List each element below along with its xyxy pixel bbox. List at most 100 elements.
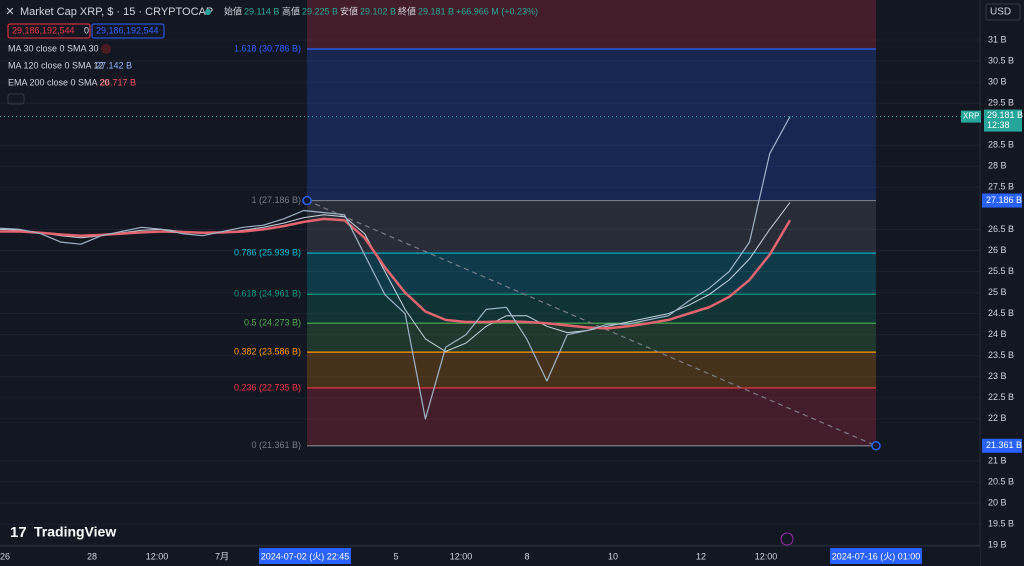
fib-label: 0.5 (24.273 B) — [244, 318, 301, 328]
symbol-badge — [961, 110, 981, 123]
ohlc-value: 29.181 B — [418, 6, 454, 16]
status-dot — [205, 9, 211, 15]
fib-label: 0.786 (25.939 B) — [234, 247, 301, 257]
x-tick-label: 5 — [393, 551, 398, 561]
indicator-value: 27.142 B — [96, 60, 132, 70]
y-tick-label: 30.5 B — [988, 55, 1014, 65]
y-tick-label: 21 B — [988, 455, 1007, 465]
fib-zone — [307, 294, 876, 324]
x-tick-label: 12:00 — [450, 551, 473, 561]
ohlc-value: 29.225 B — [302, 6, 338, 16]
x-tick-label: 8 — [524, 551, 529, 561]
brand-name: TradingView — [34, 524, 116, 540]
fib-zone — [307, 0, 876, 50]
y-tick-label: 20.5 B — [988, 476, 1014, 486]
fib-label: 0.382 (23.586 B) — [234, 346, 301, 356]
brand-logo: 17 — [10, 524, 27, 541]
buy-box[interactable] — [91, 23, 165, 39]
close-icon[interactable]: ✕ — [5, 6, 14, 18]
fib-zone — [307, 253, 876, 295]
currency-button[interactable] — [985, 3, 1021, 21]
y-tick-label: 27.5 B — [988, 182, 1014, 192]
price-line — [0, 116, 791, 420]
last-price-badge — [984, 109, 1022, 132]
x-tick-label: 2024-07-02 (火) 22:45 — [261, 551, 350, 561]
y-tick-label: 26 B — [988, 245, 1007, 255]
change: +66.966 M (+0.23%) — [456, 6, 538, 16]
indicator-label: EMA 200 close 0 SMA 20 — [8, 77, 110, 87]
x-tick-label: 7月 — [215, 551, 229, 561]
ema-line — [0, 217, 792, 330]
symbol-title: Market Cap XRP, $ · 15 · CRYPTOCAP — [20, 6, 213, 18]
fib-low-badge — [982, 438, 1022, 453]
time-axis — [0, 546, 980, 566]
alert-icon[interactable] — [780, 532, 794, 546]
ohlc-label: 始値 — [224, 5, 242, 16]
fib-label: 1.618 (30.786 B) — [234, 43, 301, 53]
indicator-label: MA 30 close 0 SMA 30 — [8, 43, 99, 53]
ohlc-value: 29.102 B — [360, 6, 396, 16]
y-tick-label: 24.5 B — [988, 308, 1014, 318]
ohlc-label: 安値 — [340, 5, 358, 16]
countdown: 12:38 — [987, 120, 1010, 130]
fib-high-badge — [982, 193, 1022, 208]
currency: USD — [990, 7, 1011, 18]
time-highlight — [830, 548, 922, 564]
y-tick-label: 24 B — [988, 329, 1007, 339]
ohlc-label: 終値 — [398, 5, 416, 16]
collapse-button[interactable] — [7, 93, 25, 105]
last-price: 29.181 B — [987, 110, 1023, 120]
x-tick-label: 26 — [0, 551, 10, 561]
x-tick-label: 10 — [608, 551, 618, 561]
ohlc-value: 29.114 B — [244, 6, 279, 16]
time-highlight — [259, 548, 351, 564]
spread: 0 — [84, 25, 89, 35]
fib-label: 0.236 (22.735 B) — [234, 382, 301, 392]
x-tick-label: 28 — [87, 551, 97, 561]
fib-zone — [307, 352, 876, 388]
fib-zone — [307, 387, 876, 446]
sell-price: 29,186,192,544 — [12, 25, 75, 35]
x-tick-label: 12:00 — [755, 551, 778, 561]
y-tick-label: 22.5 B — [988, 392, 1014, 402]
y-tick-label: 23 B — [988, 371, 1007, 381]
y-tick-label: 26.5 B — [988, 224, 1014, 234]
y-tick-label: 20 B — [988, 497, 1007, 507]
ohlc-label: 高値 — [282, 5, 300, 16]
y-tick-label: 19.5 B — [988, 518, 1014, 528]
y-tick-label: 28 B — [988, 161, 1007, 171]
fib-label: 0.618 (24.961 B) — [234, 289, 301, 299]
y-tick-label: 25 B — [988, 287, 1007, 297]
fib-label: 0 (21.361 B) — [251, 440, 301, 450]
y-tick-label: 31 B — [988, 34, 1007, 44]
y-tick-label: 19 B — [988, 540, 1007, 550]
trend-line — [306, 199, 877, 447]
anchor-point[interactable] — [302, 195, 312, 206]
y-tick-label: 23.5 B — [988, 350, 1014, 360]
fib-label: 1 (27.186 B) — [251, 195, 301, 205]
anchor-point[interactable] — [871, 441, 881, 451]
fib-low: 21.361 B — [986, 440, 1022, 450]
y-tick-label: 25.5 B — [988, 266, 1014, 276]
indicator-label: MA 120 close 0 SMA 12 — [8, 60, 104, 70]
indicator-value: 26.717 B — [100, 77, 136, 87]
buy-price: 29,186,192,544 — [96, 25, 159, 35]
fib-zone — [307, 200, 876, 254]
x-tick-label: 12 — [696, 551, 706, 561]
sell-box[interactable] — [7, 23, 91, 39]
y-tick-label: 30 B — [988, 76, 1007, 86]
y-tick-label: 29.5 B — [988, 98, 1014, 108]
x-tick-label: 12:00 — [146, 551, 169, 561]
symbol-badge-text: XRP — [963, 112, 979, 121]
x-tick-label: 2024-07-16 (火) 01:00 — [832, 551, 921, 561]
ma-line — [0, 202, 791, 352]
y-tick-label: 22 B — [988, 413, 1007, 423]
price-axis — [980, 0, 1024, 566]
fib-zone — [307, 49, 876, 201]
y-tick-label: 28.5 B — [988, 140, 1014, 150]
warning-icon[interactable] — [101, 44, 111, 54]
fib-high: 27.186 B — [986, 195, 1022, 205]
